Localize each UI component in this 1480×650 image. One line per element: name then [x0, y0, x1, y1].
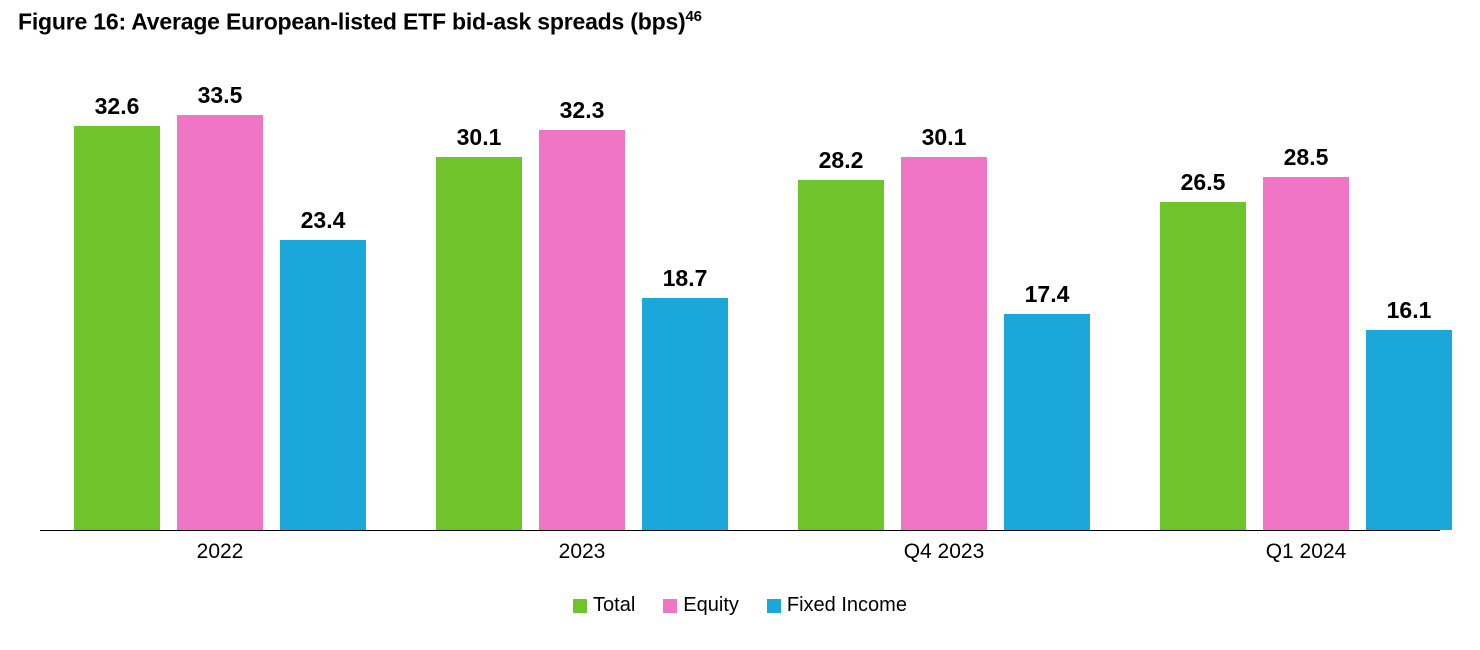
- bar-value-label: 32.3: [539, 97, 625, 124]
- bar-group: 28.230.117.4: [798, 90, 1090, 530]
- bar-value-label: 28.5: [1263, 144, 1349, 171]
- chart-plot-area: 32.633.523.430.132.318.728.230.117.426.5…: [40, 90, 1440, 531]
- chart-title-prefix: Figure 16:: [18, 9, 131, 35]
- x-axis-label: Q1 2024: [1266, 540, 1347, 564]
- chart-legend: Total Equity Fixed Income: [0, 594, 1480, 617]
- bar-group: 32.633.523.4: [74, 90, 366, 530]
- bar-value-label: 30.1: [436, 124, 522, 151]
- bar: 28.5: [1263, 177, 1349, 530]
- bar: 32.6: [74, 126, 160, 530]
- legend-swatch: [663, 599, 677, 613]
- legend-label: Equity: [683, 594, 739, 617]
- chart-title: Figure 16: Average European-listed ETF b…: [18, 8, 702, 36]
- legend-swatch: [767, 599, 781, 613]
- legend-swatch: [573, 599, 587, 613]
- legend-item: Total: [573, 594, 635, 617]
- bar-value-label: 30.1: [901, 124, 987, 151]
- chart-title-footnote: 46: [686, 8, 702, 25]
- legend-item: Equity: [663, 594, 739, 617]
- bar: 33.5: [177, 115, 263, 530]
- bar-value-label: 16.1: [1366, 297, 1452, 324]
- bar: 30.1: [901, 157, 987, 530]
- bar-group: 30.132.318.7: [436, 90, 728, 530]
- legend-label: Total: [593, 594, 635, 617]
- bar-value-label: 28.2: [798, 147, 884, 174]
- bar: 30.1: [436, 157, 522, 530]
- bar-value-label: 23.4: [280, 207, 366, 234]
- legend-label: Fixed Income: [787, 594, 907, 617]
- legend-item: Fixed Income: [767, 594, 907, 617]
- bar: 23.4: [280, 240, 366, 530]
- bar-value-label: 26.5: [1160, 169, 1246, 196]
- etf-spreads-chart: Figure 16: Average European-listed ETF b…: [0, 0, 1480, 650]
- bar: 18.7: [642, 298, 728, 530]
- chart-title-main: Average European-listed ETF bid-ask spre…: [131, 9, 685, 35]
- bar: 28.2: [798, 180, 884, 530]
- bar: 26.5: [1160, 202, 1246, 530]
- bar-value-label: 33.5: [177, 82, 263, 109]
- bar-value-label: 18.7: [642, 265, 728, 292]
- bar: 32.3: [539, 130, 625, 530]
- bar: 16.1: [1366, 330, 1452, 530]
- bar-value-label: 32.6: [74, 93, 160, 120]
- chart-x-axis: 2022 2023 Q4 2023 Q1 2024: [40, 530, 1440, 570]
- bar-value-label: 17.4: [1004, 281, 1090, 308]
- bar: 17.4: [1004, 314, 1090, 530]
- bar-group: 26.528.516.1: [1160, 90, 1452, 530]
- x-axis-label: Q4 2023: [904, 540, 985, 564]
- x-axis-label: 2023: [559, 540, 606, 564]
- x-axis-label: 2022: [197, 540, 244, 564]
